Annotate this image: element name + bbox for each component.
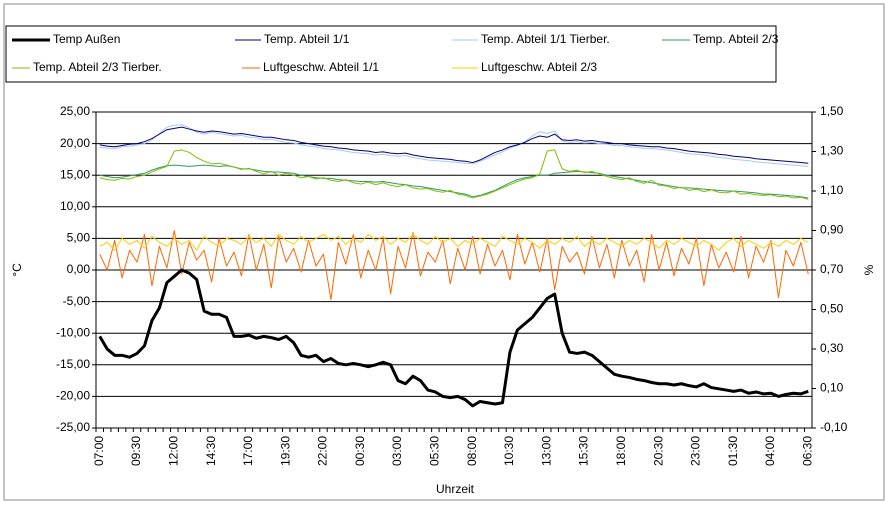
- y-tick-label: -20,00: [56, 389, 90, 403]
- legend-label: Temp. Abteil 2/3: [693, 32, 779, 46]
- x-axis-title: Uhrzeit: [436, 482, 475, 496]
- y-axis-title: °C: [10, 263, 24, 277]
- y-tick-label: -25,00: [56, 420, 90, 434]
- x-tick-label: 08:00: [465, 436, 479, 466]
- y-tick-label: 10,00: [60, 199, 90, 213]
- y2-tick-label: 1,30: [820, 144, 844, 158]
- legend-label: Luftgeschw. Abteil 1/1: [263, 60, 379, 74]
- x-tick-label: 17:00: [241, 436, 255, 466]
- series-line: [99, 149, 809, 200]
- x-tick-label: 23:00: [689, 436, 703, 466]
- legend-box: [5, 25, 777, 83]
- y-tick-label: -15,00: [56, 357, 90, 371]
- x-tick-label: 22:00: [316, 436, 330, 466]
- x-tick-label: 03:00: [390, 436, 404, 466]
- x-tick-label: 20:30: [651, 436, 665, 466]
- legend-label: Temp. Abteil 2/3 Tierber.: [33, 60, 162, 74]
- x-tick-label: 10:30: [502, 436, 516, 466]
- series-line: [99, 126, 809, 164]
- y-tick-label: 25,00: [60, 104, 90, 118]
- x-tick-label: 15:30: [577, 436, 591, 466]
- x-tick-label: 04:00: [763, 436, 777, 466]
- y2-tick-label: 1,10: [820, 183, 844, 197]
- y-tick-label: -5,00: [63, 294, 91, 308]
- legend-label: Temp Außen: [53, 32, 120, 46]
- x-tick-label: 01:30: [726, 436, 740, 466]
- x-tick-label: 18:00: [614, 436, 628, 466]
- x-tick-label: 09:30: [129, 436, 143, 466]
- x-tick-label: 00:30: [353, 436, 367, 466]
- legend-label: Temp. Abteil 1/1 Tierber.: [481, 32, 610, 46]
- y2-tick-label: 0,70: [820, 262, 844, 276]
- x-tick-label: 19:30: [278, 436, 292, 466]
- x-tick-label: 07:00: [92, 436, 106, 466]
- y2-tick-label: 0,90: [820, 223, 844, 237]
- series-line: [98, 268, 809, 408]
- y2-tick-label: 0,10: [820, 381, 844, 395]
- legend-label: Temp. Abteil 1/1: [264, 32, 350, 46]
- y-tick-label: -10,00: [56, 325, 90, 339]
- y-tick-label: 5,00: [67, 231, 91, 245]
- series-line: [99, 124, 809, 167]
- y2-axis-title: %: [862, 264, 876, 275]
- x-tick-label: 13:00: [539, 436, 553, 466]
- y2-tick-label: 0,30: [820, 341, 844, 355]
- y2-tick-label: 0,50: [820, 302, 844, 316]
- series-line: [99, 233, 809, 251]
- x-tick-label: 14:30: [204, 436, 218, 466]
- y2-tick-label: 1,50: [820, 104, 844, 118]
- legend-label: Luftgeschw. Abteil 2/3: [481, 60, 597, 74]
- x-tick-label: 06:30: [800, 436, 814, 466]
- x-tick-label: 05:30: [428, 436, 442, 466]
- y2-tick-label: -0,10: [820, 420, 848, 434]
- y-tick-label: 0,00: [67, 262, 91, 276]
- x-tick-label: 12:00: [166, 436, 180, 466]
- y-tick-label: 15,00: [60, 167, 90, 181]
- y-tick-label: 20,00: [60, 136, 90, 150]
